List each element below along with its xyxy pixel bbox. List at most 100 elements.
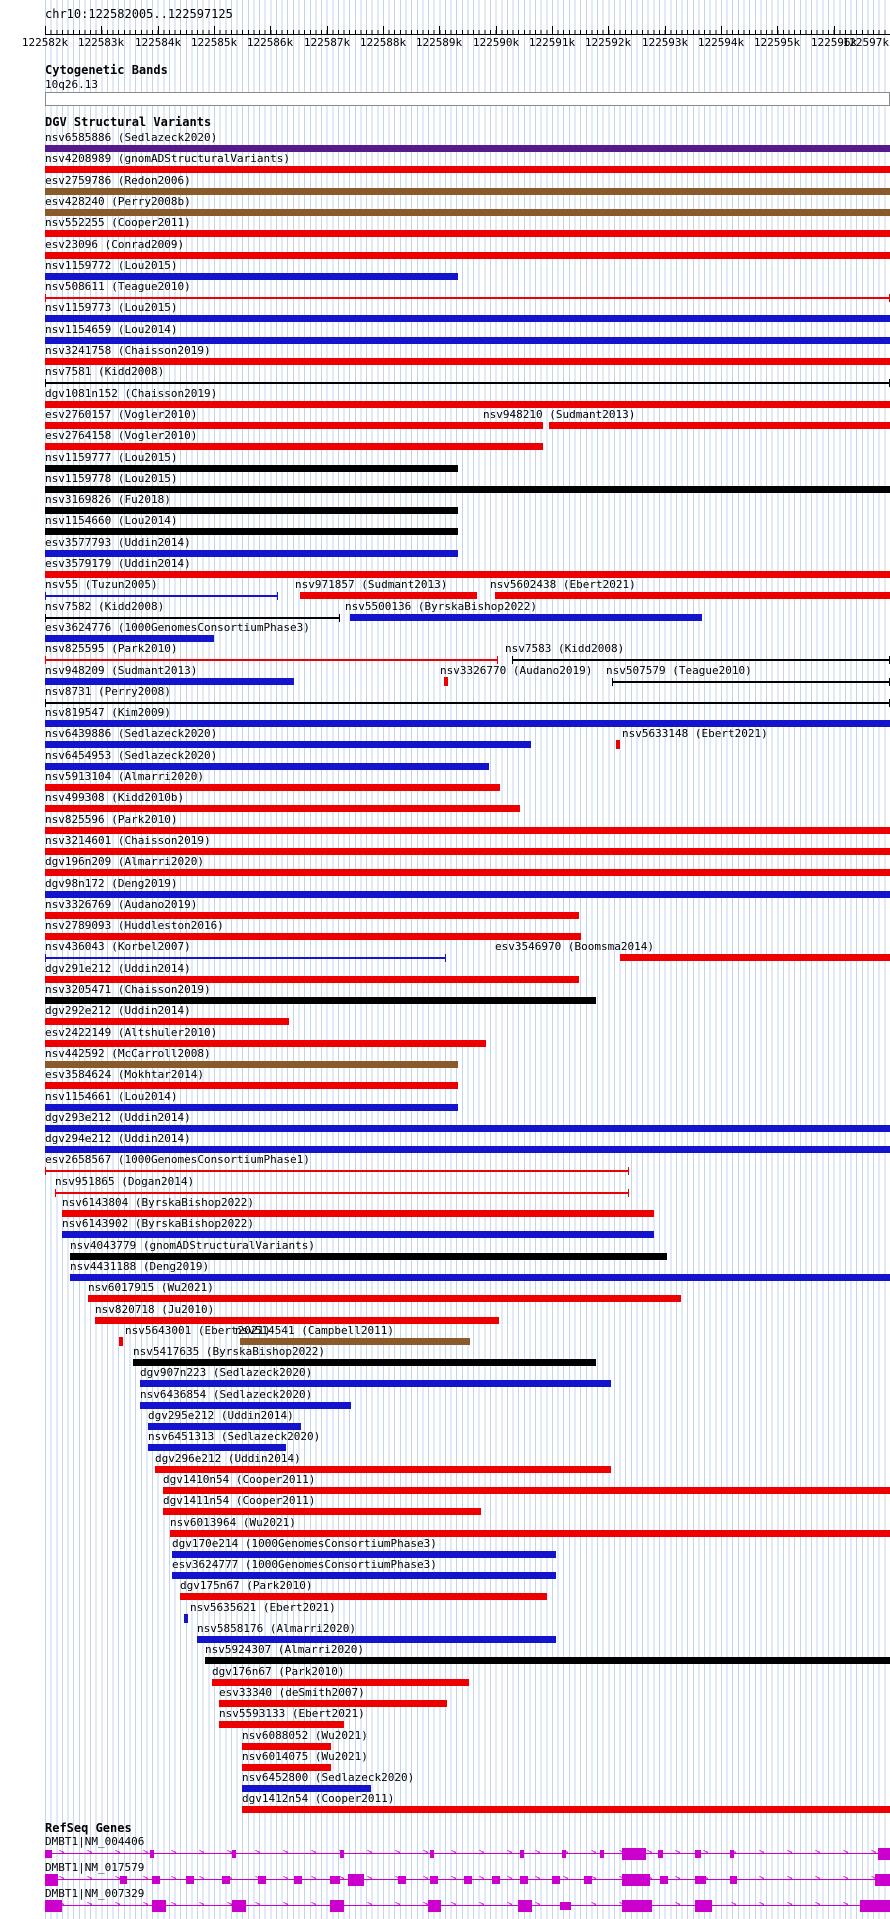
variant-bar[interactable] bbox=[45, 422, 543, 429]
variant-label[interactable]: nsv951865 (Dogan2014) bbox=[55, 1175, 195, 1188]
gene-exon[interactable] bbox=[258, 1876, 266, 1884]
gene-exon[interactable] bbox=[695, 1876, 706, 1884]
variant-label[interactable]: esv3624777 (1000GenomesConsortiumPhase3) bbox=[172, 1558, 437, 1571]
variant-label[interactable]: nsv6452800 (Sedlazeck2020) bbox=[242, 1771, 415, 1784]
variant-bar[interactable] bbox=[45, 315, 890, 322]
variant-label[interactable]: esv2658567 (1000GenomesConsortiumPhase1) bbox=[45, 1153, 310, 1166]
gene-exon[interactable] bbox=[150, 1850, 154, 1858]
variant-label[interactable]: nsv6436854 (Sedlazeck2020) bbox=[140, 1388, 313, 1401]
variant-bar[interactable] bbox=[45, 145, 890, 152]
variant-label[interactable]: nsv6439886 (Sedlazeck2020) bbox=[45, 727, 218, 740]
variant-bar[interactable] bbox=[242, 1764, 331, 1771]
gene-exon[interactable] bbox=[860, 1900, 890, 1912]
variant-bar[interactable] bbox=[45, 869, 890, 876]
variant-bar[interactable] bbox=[62, 1210, 654, 1217]
variant-label[interactable]: nsv442592 (McCarroll2008) bbox=[45, 1047, 211, 1060]
variant-label[interactable]: nsv2789093 (Huddleston2016) bbox=[45, 919, 224, 932]
variant-bar[interactable] bbox=[350, 614, 702, 621]
variant-label[interactable]: dgv293e212 (Uddin2014) bbox=[45, 1111, 191, 1124]
gene-exon[interactable] bbox=[430, 1850, 434, 1858]
gene-exon[interactable] bbox=[562, 1850, 566, 1858]
variant-label[interactable]: nsv3241758 (Chaisson2019) bbox=[45, 344, 211, 357]
variant-bar[interactable] bbox=[70, 1274, 890, 1281]
variant-label[interactable]: esv23096 (Conrad2009) bbox=[45, 238, 185, 251]
variant-bar[interactable] bbox=[45, 702, 890, 704]
variant-bar[interactable] bbox=[45, 1082, 458, 1089]
variant-label[interactable]: nsv4431188 (Deng2019) bbox=[70, 1260, 210, 1273]
variant-bar[interactable] bbox=[242, 1743, 331, 1750]
variant-bar[interactable] bbox=[444, 677, 448, 686]
variant-bar[interactable] bbox=[45, 166, 890, 173]
variant-label[interactable]: nsv6088052 (Wu2021) bbox=[242, 1729, 368, 1742]
gene-exon[interactable] bbox=[552, 1876, 560, 1884]
variant-bar[interactable] bbox=[133, 1359, 596, 1366]
variant-bar[interactable] bbox=[140, 1402, 351, 1409]
gene-exon[interactable] bbox=[340, 1850, 344, 1858]
gene-exon[interactable] bbox=[520, 1876, 528, 1884]
variant-label[interactable]: nsv1159778 (Lou2015) bbox=[45, 472, 178, 485]
variant-label[interactable]: nsv508611 (Teague2010) bbox=[45, 280, 191, 293]
variant-bar[interactable] bbox=[212, 1679, 469, 1686]
variant-bar[interactable] bbox=[616, 740, 620, 749]
variant-label[interactable]: nsv8731 (Perry2008) bbox=[45, 685, 171, 698]
variant-bar[interactable] bbox=[240, 1338, 470, 1345]
variant-bar[interactable] bbox=[148, 1423, 301, 1430]
variant-label[interactable]: esv3579179 (Uddin2014) bbox=[45, 557, 191, 570]
variant-label[interactable]: nsv4043779 (gnomADStructuralVariants) bbox=[70, 1239, 316, 1252]
variant-label[interactable]: nsv1159772 (Lou2015) bbox=[45, 259, 178, 272]
gene-exon[interactable] bbox=[152, 1900, 166, 1912]
variant-bar[interactable] bbox=[45, 595, 278, 597]
variant-label[interactable]: nsv5500136 (ByrskaBishop2022) bbox=[345, 600, 538, 613]
variant-bar[interactable] bbox=[300, 592, 477, 599]
variant-label[interactable]: esv2759786 (Redon2006) bbox=[45, 174, 191, 187]
gene-exon[interactable] bbox=[464, 1876, 472, 1884]
variant-label[interactable]: esv3624776 (1000GenomesConsortiumPhase3) bbox=[45, 621, 310, 634]
gene-exon[interactable] bbox=[348, 1874, 364, 1886]
variant-bar[interactable] bbox=[45, 678, 294, 685]
variant-label[interactable]: nsv436043 (Korbel2007) bbox=[45, 940, 191, 953]
variant-bar[interactable] bbox=[45, 230, 890, 237]
variant-label[interactable]: nsv552255 (Cooper2011) bbox=[45, 216, 191, 229]
gene-exon[interactable] bbox=[584, 1876, 592, 1884]
variant-label[interactable]: nsv3326769 (Audano2019) bbox=[45, 898, 198, 911]
gene-exon[interactable] bbox=[428, 1900, 441, 1912]
variant-label[interactable]: nsv5924307 (Almarri2020) bbox=[205, 1643, 364, 1656]
gene-exon[interactable] bbox=[875, 1874, 890, 1886]
gene-exon[interactable] bbox=[120, 1876, 127, 1884]
variant-bar[interactable] bbox=[180, 1593, 547, 1600]
gene-label[interactable]: DMBT1|NM_007329 bbox=[45, 1887, 145, 1900]
variant-label[interactable]: nsv7582 (Kidd2008) bbox=[45, 600, 165, 613]
variant-label[interactable]: nsv971857 (Sudmant2013) bbox=[295, 578, 448, 591]
variant-label[interactable]: nsv7583 (Kidd2008) bbox=[505, 642, 625, 655]
variant-bar[interactable] bbox=[219, 1700, 447, 1707]
variant-bar[interactable] bbox=[45, 443, 543, 450]
variant-bar[interactable] bbox=[148, 1444, 286, 1451]
gene-exon[interactable] bbox=[695, 1850, 701, 1858]
variant-bar[interactable] bbox=[45, 957, 446, 959]
variant-bar[interactable] bbox=[45, 741, 531, 748]
variant-label[interactable]: nsv1154660 (Lou2014) bbox=[45, 514, 178, 527]
variant-label[interactable]: nsv3326770 (Audano2019) bbox=[440, 664, 593, 677]
variant-bar[interactable] bbox=[45, 571, 890, 578]
variant-label[interactable]: dgv294e212 (Uddin2014) bbox=[45, 1132, 191, 1145]
variant-label[interactable]: nsv6454953 (Sedlazeck2020) bbox=[45, 749, 218, 762]
variant-bar[interactable] bbox=[45, 635, 214, 642]
variant-bar[interactable] bbox=[45, 720, 890, 727]
variant-label[interactable]: dgv196n209 (Almarri2020) bbox=[45, 855, 204, 868]
variant-bar[interactable] bbox=[45, 382, 890, 384]
variant-label[interactable]: nsv5643001 (Ebert2021) bbox=[125, 1324, 271, 1337]
variant-bar[interactable] bbox=[45, 617, 340, 619]
gene-exon[interactable] bbox=[730, 1850, 734, 1858]
variant-label[interactable]: nsv6143804 (ByrskaBishop2022) bbox=[62, 1196, 255, 1209]
variant-label[interactable]: nsv1154659 (Lou2014) bbox=[45, 323, 178, 336]
gene-intron-line[interactable] bbox=[45, 1853, 890, 1854]
variant-label[interactable]: dgv292e212 (Uddin2014) bbox=[45, 1004, 191, 1017]
variant-label[interactable]: nsv825596 (Park2010) bbox=[45, 813, 178, 826]
variant-label[interactable]: nsv5417635 (ByrskaBishop2022) bbox=[133, 1345, 326, 1358]
variant-bar[interactable] bbox=[119, 1337, 123, 1346]
variant-label[interactable]: dgv907n223 (Sedlazeck2020) bbox=[140, 1366, 313, 1379]
variant-label[interactable]: nsv948209 (Sudmant2013) bbox=[45, 664, 198, 677]
variant-label[interactable]: esv2760157 (Vogler2010) bbox=[45, 408, 198, 421]
variant-bar[interactable] bbox=[163, 1508, 481, 1515]
variant-label[interactable]: dgv98n172 (Deng2019) bbox=[45, 877, 178, 890]
